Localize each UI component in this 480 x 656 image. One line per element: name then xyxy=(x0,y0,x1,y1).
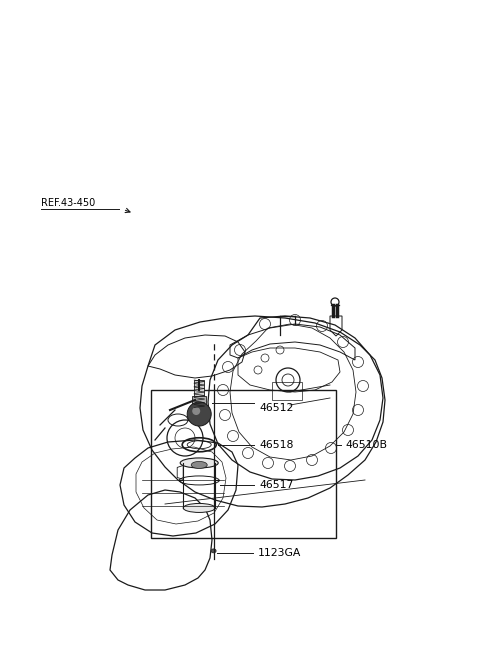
Bar xyxy=(272,382,302,400)
Ellipse shape xyxy=(191,461,207,468)
Circle shape xyxy=(187,402,211,426)
Ellipse shape xyxy=(183,503,215,512)
Text: 46512: 46512 xyxy=(259,403,294,413)
Bar xyxy=(151,390,336,538)
Text: REF.43-450: REF.43-450 xyxy=(41,198,95,209)
Bar xyxy=(192,396,206,406)
Text: 1123GA: 1123GA xyxy=(258,548,301,558)
Text: 46518: 46518 xyxy=(259,440,294,450)
Ellipse shape xyxy=(211,549,216,553)
Circle shape xyxy=(192,407,200,415)
Bar xyxy=(194,380,204,398)
Text: 46510B: 46510B xyxy=(346,440,387,450)
Ellipse shape xyxy=(180,458,218,468)
Text: 46517: 46517 xyxy=(259,480,294,491)
